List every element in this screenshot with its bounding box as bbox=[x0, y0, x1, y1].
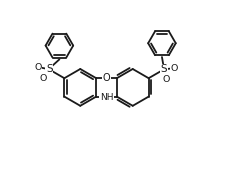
Text: NH: NH bbox=[100, 93, 113, 102]
Text: S: S bbox=[160, 64, 167, 75]
Text: O: O bbox=[40, 74, 47, 83]
Text: O: O bbox=[35, 63, 42, 72]
Text: O: O bbox=[103, 73, 110, 83]
Text: O: O bbox=[170, 64, 177, 73]
Text: O: O bbox=[162, 75, 170, 84]
Text: S: S bbox=[46, 64, 53, 75]
